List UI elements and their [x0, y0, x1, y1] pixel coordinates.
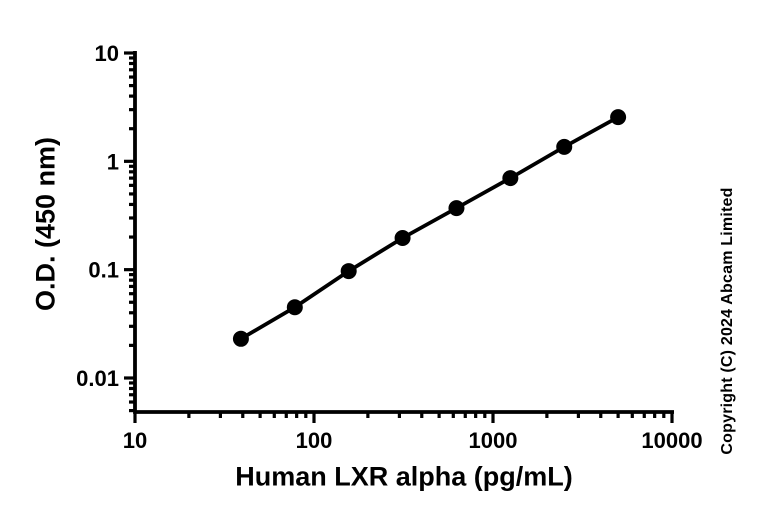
series-line — [239, 115, 620, 341]
data-point-marker — [610, 109, 627, 126]
data-point-marker — [502, 170, 519, 187]
x-tick-label: 10000 — [641, 428, 702, 453]
data-point-marker — [394, 229, 411, 246]
copyright-notice: Copyright (C) 2024 Abcam Limited — [719, 187, 736, 455]
y-tick-label: 10 — [95, 41, 119, 66]
y-tick-label: 1 — [107, 149, 119, 174]
y-tick-label: 0.1 — [88, 258, 119, 283]
data-point-marker — [448, 200, 465, 217]
y-tick-label: 0.01 — [76, 366, 119, 391]
x-tick-label: 1000 — [469, 428, 518, 453]
x-tick-label: 10 — [123, 428, 147, 453]
data-point-marker — [556, 138, 573, 155]
y-axis-title: O.D. (450 nm) — [30, 136, 61, 312]
x-tick-label: 100 — [296, 428, 333, 453]
x-axis-title: Human LXR alpha (pg/mL) — [235, 461, 573, 492]
data-point-marker — [232, 330, 249, 347]
data-point-marker — [286, 299, 303, 316]
data-point-marker — [340, 263, 357, 280]
